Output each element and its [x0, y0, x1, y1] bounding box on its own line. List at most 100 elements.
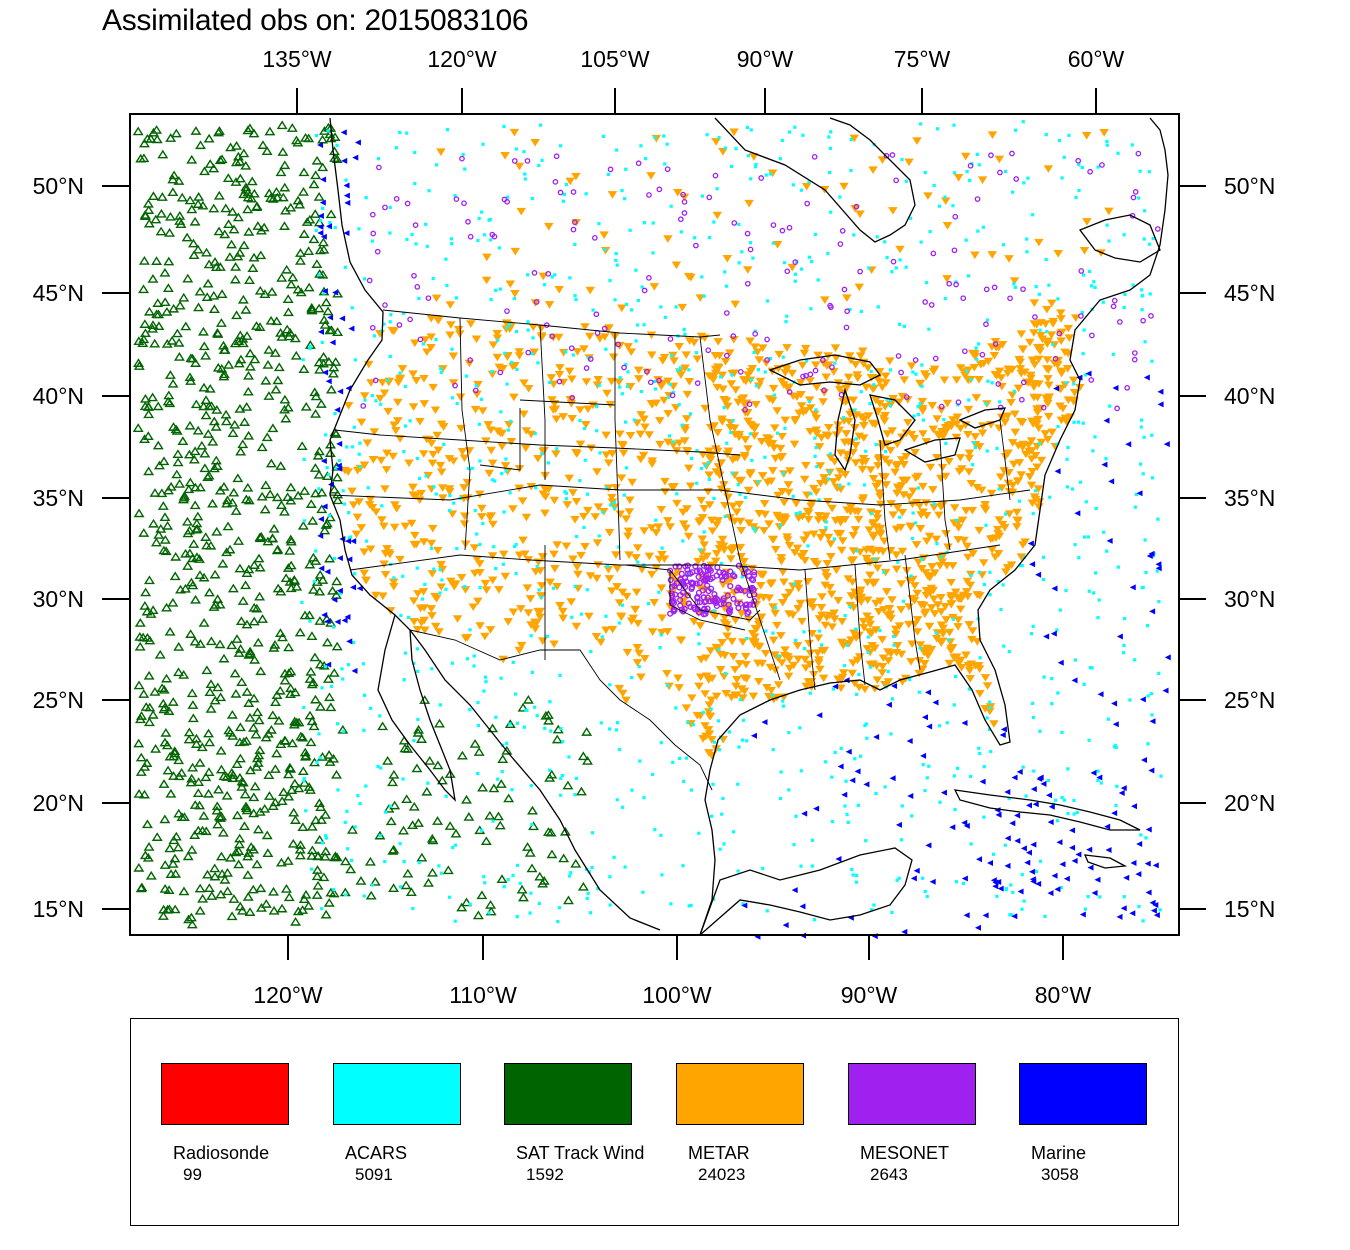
obs-marker: [1026, 455, 1037, 463]
obs-marker: [494, 566, 498, 571]
obs-marker: [1116, 565, 1120, 569]
obs-marker: [527, 805, 538, 815]
obs-marker: [256, 491, 268, 501]
obs-marker: [1010, 410, 1020, 419]
obs-marker: [155, 208, 167, 218]
obs-marker: [522, 725, 526, 729]
obs-marker: [578, 478, 582, 483]
obs-marker: [1002, 644, 1006, 648]
obs-marker: [723, 146, 727, 150]
obs-marker: [251, 603, 263, 613]
obs-marker: [807, 255, 812, 259]
obs-marker: [993, 525, 1003, 534]
legend-item-sat-track-wind[interactable]: SAT Track Wind 1592: [504, 1063, 644, 1184]
obs-marker: [1114, 745, 1118, 750]
obs-marker: [167, 597, 179, 607]
obs-marker: [1105, 143, 1109, 147]
obs-marker: [257, 140, 269, 149]
obs-marker: [564, 491, 568, 495]
obs-marker: [408, 483, 418, 492]
obs-marker: [687, 904, 691, 908]
bottom-lon-label: 120°W: [253, 982, 323, 1008]
obs-marker: [187, 353, 199, 363]
lat-label-right: 50°N: [1224, 173, 1275, 199]
legend-item-mesonet[interactable]: MESONET 2643: [848, 1063, 978, 1184]
obs-marker: [285, 764, 297, 773]
obs-marker: [574, 776, 579, 780]
obs-marker: [992, 852, 996, 856]
legend-item-acars[interactable]: ACARS 5091: [333, 1063, 463, 1184]
obs-marker: [489, 238, 493, 242]
obs-marker: [304, 674, 316, 683]
obs-marker: [932, 415, 942, 423]
obs-marker: [975, 152, 979, 156]
obs-marker: [160, 546, 172, 556]
obs-marker: [1055, 628, 1059, 632]
obs-marker: [634, 339, 638, 343]
obs-marker: [939, 555, 943, 559]
obs-marker: [1082, 682, 1086, 687]
obs-marker: [1046, 331, 1057, 339]
obs-marker: [226, 497, 238, 507]
obs-marker: [317, 273, 321, 277]
obs-marker: [465, 657, 470, 661]
obs-marker: [215, 764, 227, 774]
legend-item-metar[interactable]: METAR 24023: [676, 1063, 806, 1184]
obs-marker: [240, 304, 252, 314]
obs-marker: [502, 510, 506, 514]
obs-marker: [383, 407, 393, 416]
obs-marker: [918, 508, 928, 517]
obs-marker: [829, 458, 840, 466]
obs-marker: [182, 516, 193, 526]
obs-marker: [601, 451, 612, 459]
obs-marker: [719, 613, 730, 622]
obs-marker: [1020, 873, 1024, 877]
obs-marker: [480, 828, 484, 832]
obs-marker: [1016, 471, 1026, 479]
obs-marker: [880, 473, 890, 481]
obs-marker: [522, 842, 534, 851]
obs-marker: [639, 144, 643, 148]
obs-marker: [488, 783, 500, 793]
obs-marker: [700, 722, 710, 730]
obs-marker: [653, 387, 658, 391]
obs-marker: [683, 532, 694, 541]
map-plot-area[interactable]: [129, 113, 1180, 940]
obs-marker: [182, 561, 194, 570]
obs-marker: [568, 555, 578, 564]
obs-marker: [563, 350, 568, 354]
obs-marker: [259, 504, 271, 514]
obs-marker: [241, 568, 253, 577]
obs-marker: [999, 607, 1003, 612]
obs-marker: [740, 250, 744, 254]
obs-marker: [850, 867, 854, 872]
obs-marker: [783, 385, 793, 393]
obs-marker: [481, 586, 492, 595]
obs-marker: [593, 375, 603, 384]
obs-marker: [237, 294, 249, 304]
legend-item-marine[interactable]: Marine 3058: [1019, 1063, 1149, 1184]
obs-marker: [505, 741, 509, 745]
lat-label-left: 35°N: [33, 485, 84, 511]
obs-marker: [1055, 819, 1059, 823]
obs-marker: [222, 521, 234, 531]
obs-marker: [976, 342, 981, 346]
obs-marker: [638, 451, 649, 460]
obs-marker: [291, 581, 303, 591]
obs-marker: [436, 775, 448, 785]
obs-marker: [268, 642, 280, 652]
obs-marker: [851, 441, 861, 450]
obs-marker: [453, 843, 458, 847]
obs-marker: [988, 570, 992, 574]
obs-marker: [148, 518, 159, 528]
obs-marker: [558, 144, 563, 148]
obs-marker: [555, 602, 565, 610]
obs-marker: [897, 322, 902, 326]
obs-marker: [569, 871, 573, 875]
obs-marker: [242, 204, 254, 214]
legend-item-radiosonde[interactable]: Radiosonde 99: [161, 1063, 291, 1184]
obs-marker: [215, 851, 227, 861]
obs-marker: [481, 521, 485, 526]
obs-marker: [1031, 701, 1035, 705]
obs-marker: [776, 632, 786, 640]
